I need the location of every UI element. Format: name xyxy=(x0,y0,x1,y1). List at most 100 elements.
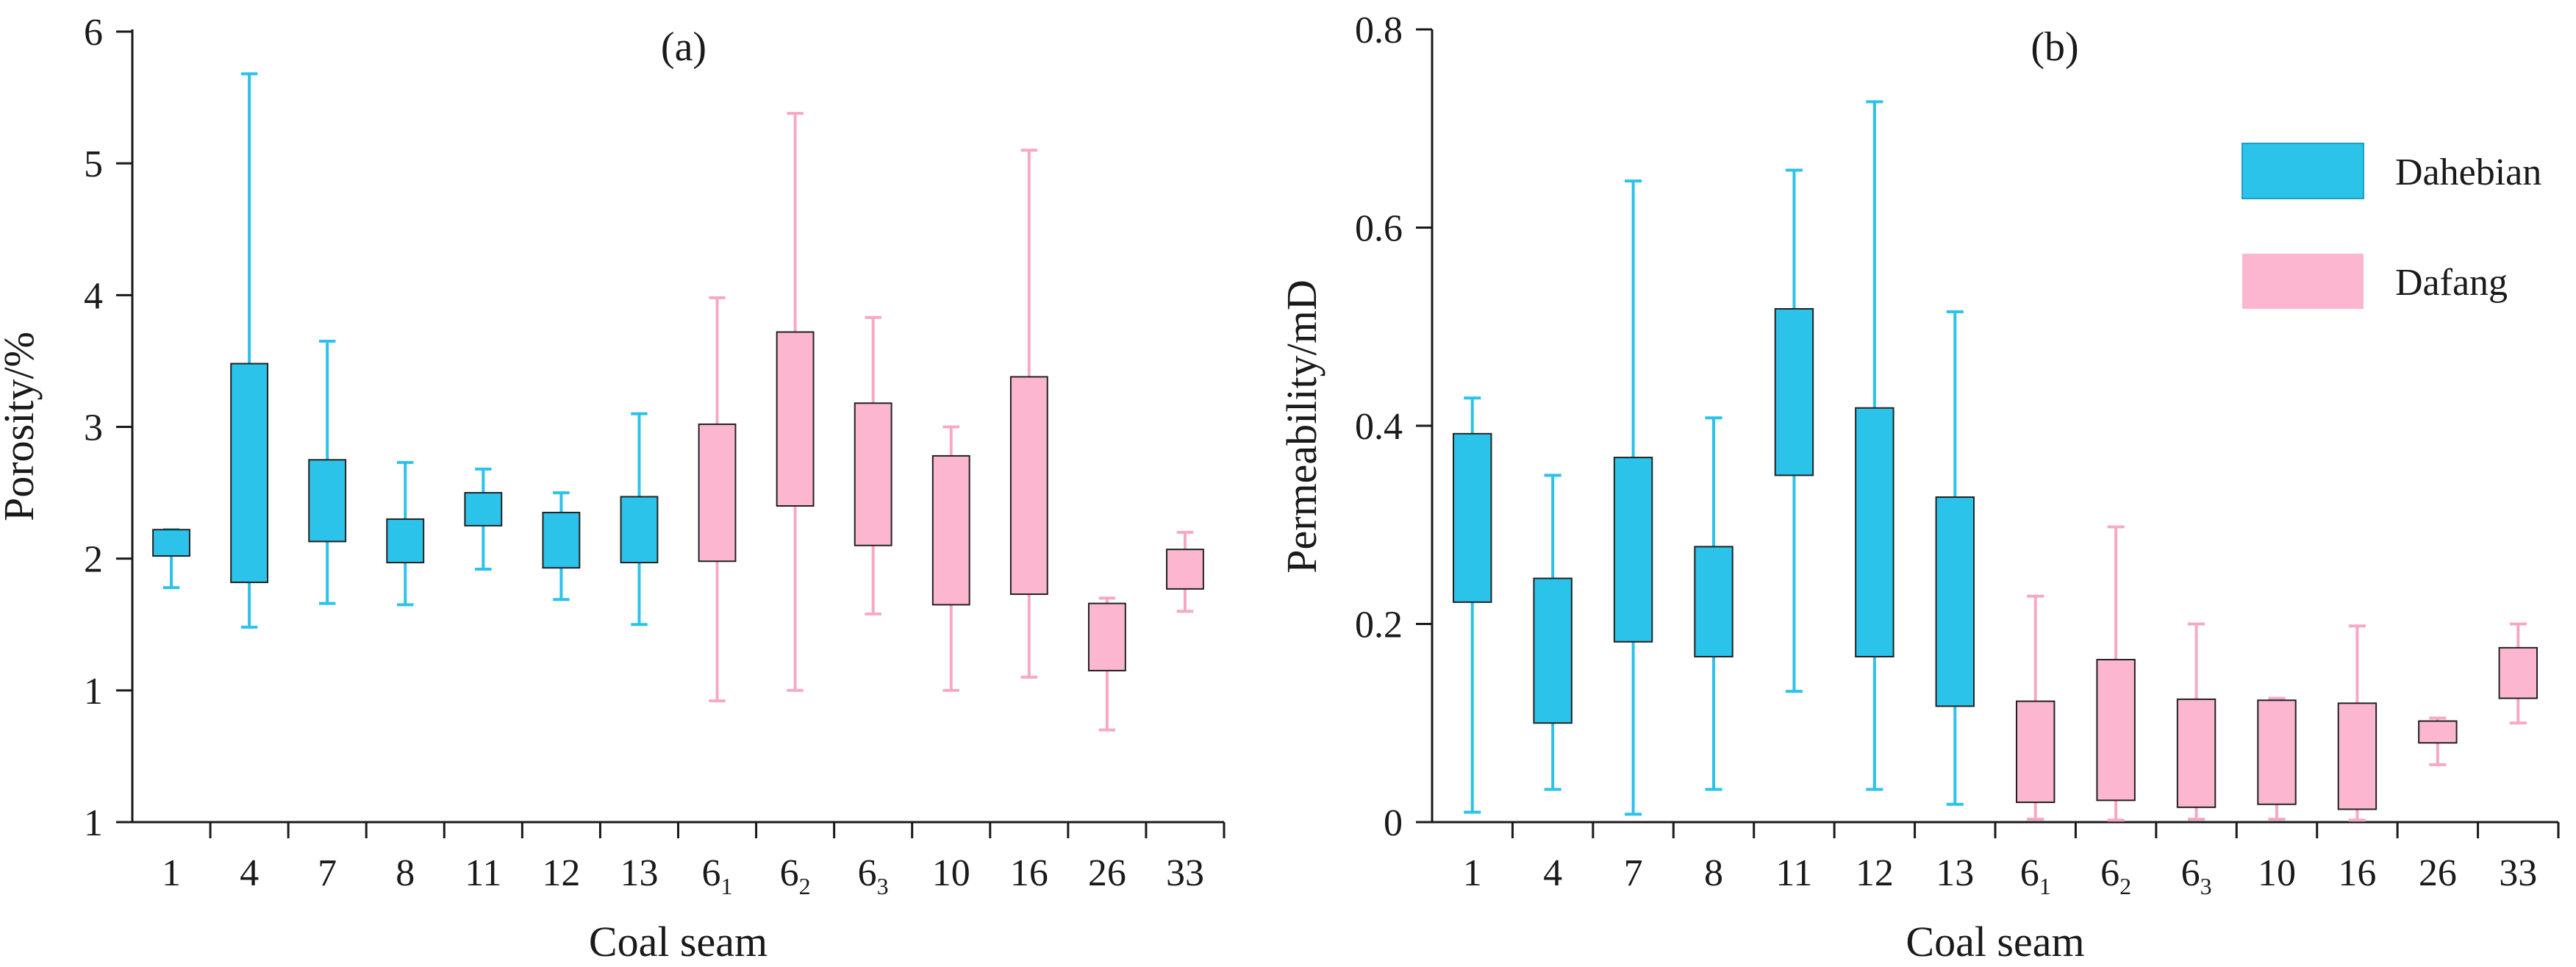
box-body xyxy=(2096,659,2136,802)
legend-swatch xyxy=(2242,254,2364,309)
box-body xyxy=(620,496,659,564)
box-body xyxy=(776,331,815,507)
x-tick-label-main: 11 xyxy=(465,852,501,894)
y-tick-label: 3 xyxy=(84,407,103,449)
x-tick-label-main: 16 xyxy=(2338,852,2376,894)
x-tick-label: 63 xyxy=(2181,852,2212,899)
x-tick-label-main: 10 xyxy=(2258,852,2296,894)
x-tick-label-subscript: 1 xyxy=(721,873,733,899)
x-tick-label: 1 xyxy=(1463,852,1482,894)
x-tick-label-main: 7 xyxy=(318,852,337,894)
legend-label: Dahebian xyxy=(2395,151,2541,193)
x-tick-label: 8 xyxy=(1704,852,1723,894)
x-tick-label-main: 12 xyxy=(1856,852,1894,894)
x-tick-label: 62 xyxy=(2100,852,2131,899)
x-tick-label: 12 xyxy=(1856,852,1894,894)
x-tick-label: 26 xyxy=(1088,852,1126,894)
panel-b: 00.20.40.60.81 4 7 8 11 12 13 61 62 63 10 16 26 33Coa… xyxy=(1278,10,2560,966)
box-body xyxy=(2337,702,2378,810)
x-tick-label-subscript: 3 xyxy=(877,873,889,899)
x-tick-label-main: 6 xyxy=(702,852,721,894)
x-tick-label-main: 13 xyxy=(1936,852,1974,894)
x-tick-label-main: 6 xyxy=(2100,852,2119,894)
box-body xyxy=(386,518,425,564)
x-tick-label-subscript: 2 xyxy=(2119,873,2131,899)
box-body xyxy=(2176,698,2217,808)
box-body xyxy=(308,459,347,543)
y-tick-label: 0.4 xyxy=(1355,406,1403,448)
y-tick-label: 0.6 xyxy=(1355,208,1403,250)
y-tick-label: 1 xyxy=(84,802,103,844)
x-tick-label: 1 xyxy=(162,852,181,894)
box-body xyxy=(1087,602,1126,671)
x-tick-label: 13 xyxy=(620,852,658,894)
y-tick-label: 0.8 xyxy=(1355,10,1403,51)
panel-label: (a) xyxy=(661,24,706,70)
box-body xyxy=(1613,457,1653,643)
x-tick-label-main: 6 xyxy=(858,852,877,894)
x-tick-label: 63 xyxy=(858,852,889,899)
x-tick-label-main: 13 xyxy=(620,852,658,894)
x-axis-title: Coal seam xyxy=(589,918,768,966)
x-tick-label: 10 xyxy=(932,852,970,894)
x-tick-label-subscript: 2 xyxy=(799,873,811,899)
box-body xyxy=(1009,376,1048,596)
box-body xyxy=(1452,432,1492,603)
box-body xyxy=(2498,646,2539,699)
x-tick-label-main: 8 xyxy=(396,852,415,894)
x-tick-label: 61 xyxy=(2020,852,2051,899)
box-body xyxy=(1774,307,1814,477)
x-tick-label: 16 xyxy=(1010,852,1048,894)
x-tick-label-main: 1 xyxy=(162,852,181,894)
x-tick-label-subscript: 3 xyxy=(2200,873,2212,899)
legend-label: Dafang xyxy=(2395,262,2508,304)
x-tick-label: 26 xyxy=(2419,852,2457,894)
x-tick-label-main: 6 xyxy=(2181,852,2200,894)
x-tick-label: 10 xyxy=(2258,852,2296,894)
box-body xyxy=(542,511,581,569)
y-tick-label: 0 xyxy=(1384,802,1403,844)
box-body xyxy=(1533,577,1573,724)
x-tick-label-main: 26 xyxy=(2419,852,2457,894)
box-body xyxy=(931,454,970,606)
y-tick-label: 6 xyxy=(84,12,103,54)
x-tick-label-main: 1 xyxy=(1463,852,1482,894)
x-tick-label: 13 xyxy=(1936,852,1974,894)
x-axis-title: Coal seam xyxy=(1906,918,2084,966)
box-body xyxy=(2418,720,2458,744)
x-tick-label: 8 xyxy=(396,852,415,894)
legend: Dahebian Dafang xyxy=(2242,143,2541,309)
y-tick-label: 2 xyxy=(84,539,103,581)
x-tick-label: 16 xyxy=(2338,852,2376,894)
x-tick-label-main: 8 xyxy=(1704,852,1723,894)
y-tick-label: 5 xyxy=(84,143,103,185)
x-tick-label: 33 xyxy=(2499,852,2537,894)
x-tick-label-main: 10 xyxy=(932,852,970,894)
x-tick-label-main: 16 xyxy=(1010,852,1048,894)
box-body xyxy=(2257,699,2297,805)
x-tick-label-main: 11 xyxy=(1775,852,1812,894)
y-tick-label: 4 xyxy=(84,275,103,317)
x-tick-label: 12 xyxy=(542,852,580,894)
box-body xyxy=(464,492,503,527)
legend-swatch xyxy=(2242,143,2364,199)
box-body xyxy=(1855,407,1895,657)
y-tick-label: 0.2 xyxy=(1355,604,1403,646)
x-tick-label: 33 xyxy=(1166,852,1204,894)
x-tick-label-main: 4 xyxy=(240,852,259,894)
x-tick-label: 11 xyxy=(465,852,501,894)
box-body xyxy=(2015,700,2056,804)
x-tick-label-main: 33 xyxy=(1166,852,1204,894)
x-tick-label-main: 6 xyxy=(780,852,799,894)
box-body xyxy=(1694,546,1734,657)
x-tick-label-main: 26 xyxy=(1088,852,1126,894)
box-body xyxy=(1935,496,1975,707)
panel-label: (b) xyxy=(2031,24,2078,70)
box-body xyxy=(152,529,190,557)
x-tick-label: 62 xyxy=(780,852,811,899)
x-tick-label-main: 4 xyxy=(1543,852,1562,894)
x-tick-label: 7 xyxy=(318,852,337,894)
x-tick-label-subscript: 1 xyxy=(2039,873,2051,899)
box-body xyxy=(230,363,269,583)
